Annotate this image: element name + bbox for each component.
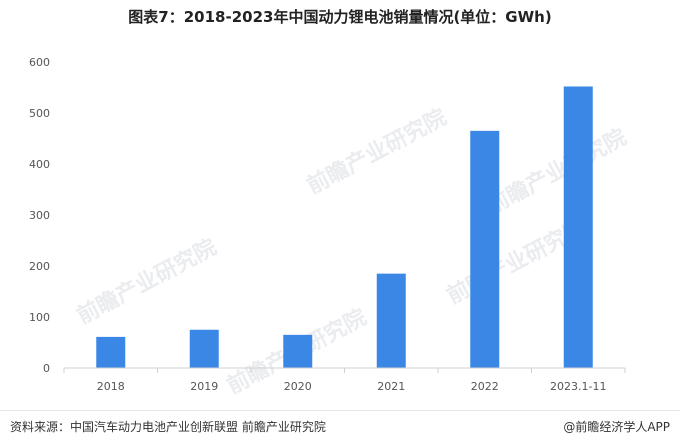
chart-title: 图表7：2018-2023年中国动力锂电池销量情况(单位：GWh) <box>128 8 552 26</box>
y-tick-label: 600 <box>29 56 50 69</box>
y-tick-label: 0 <box>43 362 50 375</box>
bar-2019 <box>189 329 219 368</box>
x-tick-label: 2022 <box>471 380 499 393</box>
y-tick-label: 100 <box>29 311 50 324</box>
x-tick-label: 2023.1-11 <box>550 380 606 393</box>
bar-series <box>96 86 593 369</box>
x-axis: 2018 2019 2020 2021 2022 2023.1-11 <box>63 367 626 393</box>
bar-2018 <box>96 336 126 368</box>
bar-2021 <box>376 273 406 368</box>
x-tick-label: 2019 <box>190 380 218 393</box>
bar-chart: 前瞻产业研究院前瞻产业研究院前瞻产业研究院前瞻产业研究院前瞻产业研究院 0 100… <box>29 56 631 399</box>
y-axis: 0 100 200 300 400 500 600 <box>29 56 50 375</box>
watermark-layer: 前瞻产业研究院前瞻产业研究院前瞻产业研究院前瞻产业研究院前瞻产业研究院 <box>73 104 631 399</box>
x-tick-label: 2020 <box>284 380 312 393</box>
bar-2023.1-11 <box>563 86 593 369</box>
watermark-text: 前瞻产业研究院 <box>303 104 451 199</box>
footer-divider <box>0 410 680 411</box>
bar-2020 <box>283 334 313 368</box>
x-tick-label: 2021 <box>377 380 405 393</box>
y-tick-label: 400 <box>29 158 50 171</box>
x-tick-label: 2018 <box>97 380 125 393</box>
chart-area: 前瞻产业研究院前瞻产业研究院前瞻产业研究院前瞻产业研究院前瞻产业研究院 0 100… <box>0 38 680 404</box>
y-tick-label: 500 <box>29 107 50 120</box>
source-note: 资料来源：中国汽车动力电池产业创新联盟 前瞻产业研究院 <box>10 420 326 434</box>
bar-2022 <box>470 130 500 368</box>
y-tick-label: 300 <box>29 209 50 222</box>
watermark-text: 前瞻产业研究院 <box>483 124 631 219</box>
watermark-text: 前瞻产业研究院 <box>73 234 221 329</box>
y-tick-label: 200 <box>29 260 50 273</box>
brand-label: @前瞻经济学人APP <box>563 420 670 434</box>
